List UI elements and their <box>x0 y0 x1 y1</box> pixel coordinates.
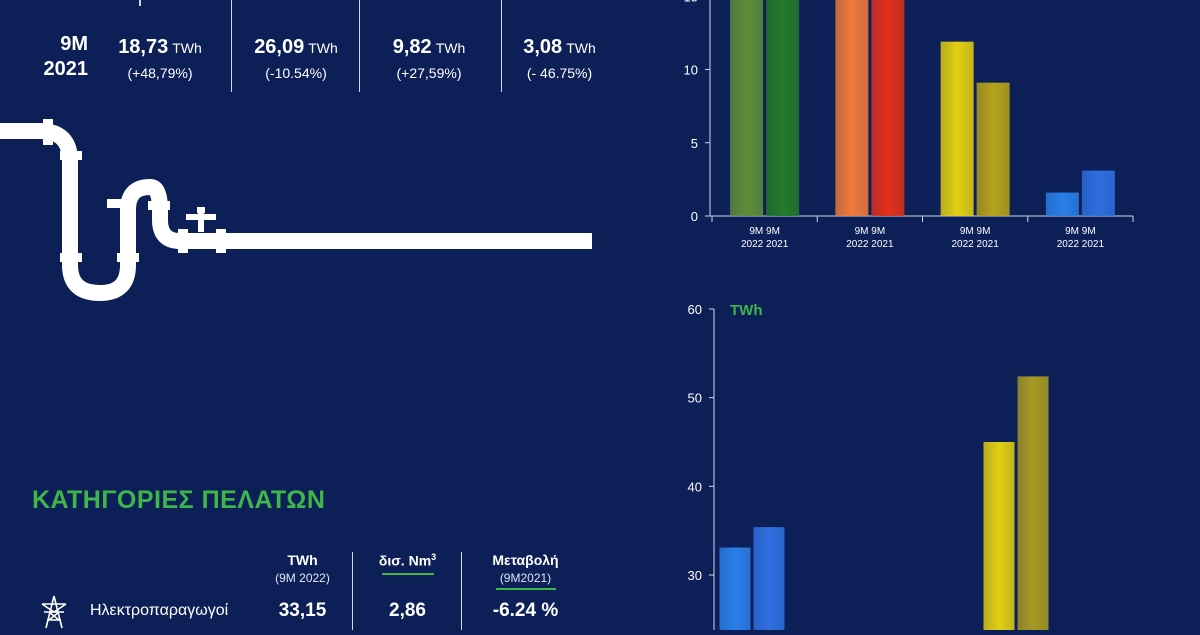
stat-change: (+27,59%) <box>396 65 462 81</box>
y-tick-label: 0 <box>691 209 698 224</box>
unit-label: TWh <box>730 302 762 319</box>
column-header-sub: (9M2021) <box>499 571 552 585</box>
row-value-nm3: 2,86 <box>389 600 426 621</box>
column-header-nm3: δισ. Nm3 <box>365 552 450 575</box>
y-tick-label: 10 <box>684 63 698 78</box>
y-tick-label: 5 <box>691 136 698 151</box>
stat-change: (+48,79%) <box>127 65 193 81</box>
bar <box>766 0 800 216</box>
column-header-sup: 3 <box>431 552 437 562</box>
bar <box>940 41 974 216</box>
divider-tick <box>139 0 141 6</box>
stat-value: 9,82 <box>392 36 432 58</box>
category-label-top: 9M 9M <box>1065 226 1096 237</box>
year-label-year: 2021 <box>43 58 89 80</box>
category-label-bottom: 2022 2021 <box>1057 239 1105 250</box>
pipeline-illustration <box>0 115 600 305</box>
stat-unit: TWh <box>172 40 202 56</box>
stat-3: 9,82 TWh (+27,59%) <box>369 36 489 81</box>
column-header-sub: (9M 2022) <box>275 571 330 585</box>
bar <box>719 547 751 630</box>
year-label-period: 9M <box>60 33 88 55</box>
stat-value: 26,09 <box>254 36 305 58</box>
y-tick-label: 15 <box>684 0 698 4</box>
divider <box>352 552 353 630</box>
underline <box>495 588 556 590</box>
stat-unit: TWh <box>566 40 596 56</box>
divider <box>461 552 462 630</box>
divider <box>231 0 232 92</box>
row-value-change: -6.24 % <box>492 600 559 621</box>
bar <box>1081 170 1115 216</box>
year-label: 9M 2021 <box>30 32 89 82</box>
stat-2: 26,09 TWh (-10.54%) <box>236 36 356 81</box>
category-label-top: 9M 9M <box>749 226 780 237</box>
power-pylon-icon <box>38 594 70 635</box>
column-header-label: Μεταβολή <box>492 552 559 568</box>
category-label-top: 9M 9M <box>855 226 886 237</box>
column-header-label: TWh <box>287 552 318 568</box>
row-label: Ηλεκτροπαραγωγοί <box>90 602 229 619</box>
category-label-bottom: 2022 2021 <box>951 239 999 250</box>
stat-unit: TWh <box>308 40 338 56</box>
bar <box>835 0 869 216</box>
y-tick-label: 40 <box>688 479 702 494</box>
stat-value: 3,08 <box>523 36 563 58</box>
section-title: ΚΑΤΗΓΟΡΙΕΣ ΠΕΛΑΤΩΝ <box>32 486 326 514</box>
bar <box>1017 376 1049 630</box>
stat-unit: TWh <box>435 40 466 56</box>
pipeline-icon <box>0 119 592 301</box>
category-label-bottom: 2022 2021 <box>846 239 894 250</box>
stat-1: 18,73 TWh (+48,79%) <box>100 36 220 81</box>
bar <box>1045 192 1079 216</box>
bar <box>730 0 764 216</box>
divider <box>501 0 502 92</box>
column-header-twh: TWh (9M 2022) <box>265 552 340 585</box>
bar <box>753 527 785 630</box>
category-label-bottom: 2022 2021 <box>741 239 789 250</box>
bar <box>871 0 905 216</box>
stat-value: 18,73 <box>118 36 169 58</box>
stat-4: 3,08 TWh (- 46.75%) <box>502 36 617 81</box>
category-label-top: 9M 9M <box>960 226 991 237</box>
y-tick-label: 60 <box>688 302 702 317</box>
underline <box>381 572 434 575</box>
y-tick-label: 30 <box>688 568 702 583</box>
bar <box>976 82 1010 216</box>
stat-change: (- 46.75%) <box>526 65 593 81</box>
stat-change: (-10.54%) <box>265 65 327 81</box>
column-header-change: Μεταβολή (9M2021) <box>478 552 573 590</box>
row-value-twh: 33,15 <box>278 600 327 621</box>
column-header-label: δισ. Nm <box>378 552 432 569</box>
bar <box>983 442 1015 630</box>
y-tick-label: 50 <box>688 391 702 406</box>
divider <box>359 0 360 92</box>
